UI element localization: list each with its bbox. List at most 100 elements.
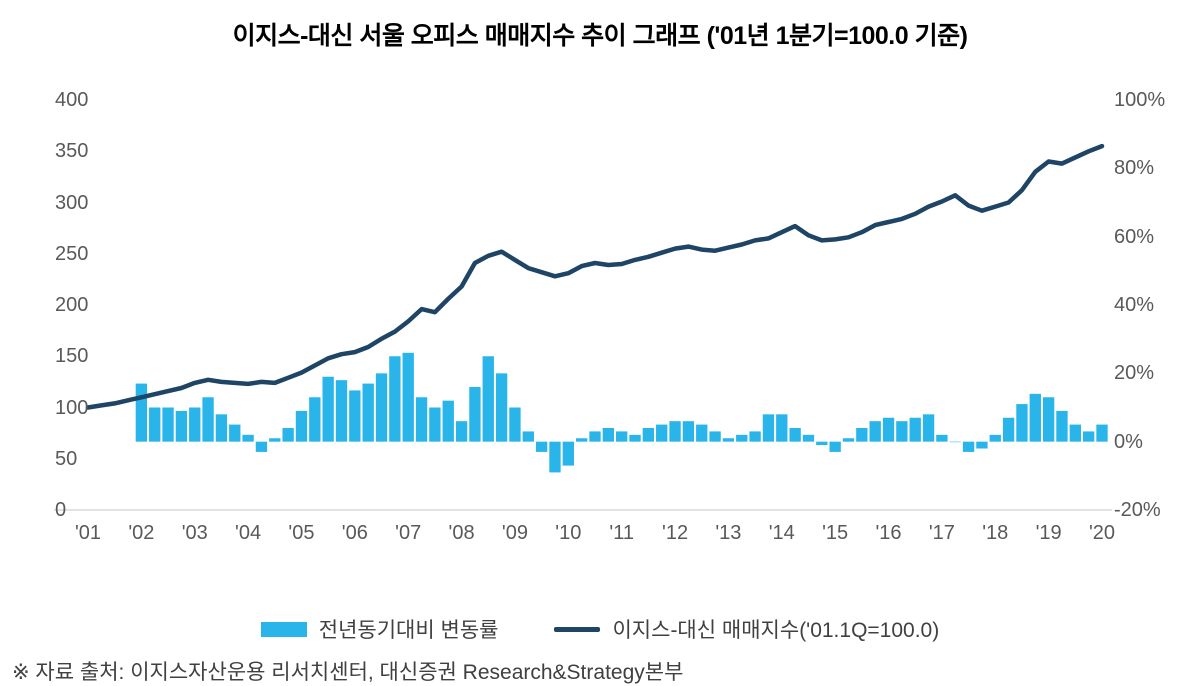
yoy-bar (242, 434, 254, 442)
yoy-bar (322, 376, 334, 442)
yoy-bar (429, 407, 441, 442)
yoy-bar (709, 431, 721, 442)
yoy-bar (135, 383, 148, 442)
x-tick: '03 (181, 522, 208, 544)
yoy-bar (816, 441, 828, 446)
yoy-bar (549, 441, 561, 473)
x-tick: '07 (395, 522, 422, 544)
yoy-bar (149, 407, 161, 442)
yoy-bar (642, 428, 655, 442)
y-right-tick: 60% (1114, 225, 1155, 248)
x-tick: '13 (715, 522, 742, 544)
source-note: ※ 자료 출처: 이지스자산운용 리서치센터, 대신증권 Research&St… (12, 661, 684, 684)
yoy-bar (575, 438, 588, 442)
x-tick: '01 (74, 522, 102, 544)
chart-title: 이지스-대신 서울 오피스 매매지수 추이 그래프 ('01년 1분기=100.… (232, 22, 968, 50)
yoy-bar (1029, 393, 1041, 442)
y-left-tick: 200 (55, 294, 89, 316)
y-right-tick: 0% (1114, 430, 1143, 453)
legend-item-bar: 전년동기대비 변동률 (260, 614, 499, 644)
yoy-bar (175, 410, 188, 442)
yoy-bar (535, 441, 548, 452)
x-tick: '09 (501, 522, 528, 544)
yoy-bar (442, 400, 454, 442)
x-tick: '16 (875, 522, 902, 544)
yoy-bar (282, 428, 294, 442)
yoy-bar (736, 434, 748, 442)
yoy-bar (455, 421, 468, 442)
yoy-bar (976, 441, 988, 449)
y-left-tick: 150 (55, 345, 89, 368)
yoy-bar (616, 431, 628, 442)
x-tick: '18 (982, 522, 1009, 544)
yoy-bar (1002, 417, 1015, 442)
y-right-tick: 80% (1114, 157, 1155, 180)
line-legend-label: 이지스-대신 매매지수('01.1Q=100.0) (612, 619, 940, 642)
y-left-tick: 250 (55, 242, 89, 265)
bar-legend-label: 전년동기대비 변동률 (318, 619, 499, 642)
y-right-tick: -20% (1114, 499, 1161, 521)
y-left-tick: 350 (55, 140, 89, 163)
x-tick: '12 (662, 522, 689, 544)
yoy-bar (749, 431, 761, 442)
yoy-bar (229, 424, 241, 442)
x-tick: '19 (1035, 522, 1062, 544)
yoy-bar (629, 434, 641, 442)
yoy-bar (882, 417, 895, 442)
yoy-bar (1056, 410, 1068, 442)
yoy-bar (1082, 431, 1095, 442)
yoy-bar (829, 441, 841, 452)
y-left-tick: 50 (55, 447, 78, 470)
legend-item-line: 이지스-대신 매매지수('01.1Q=100.0) (554, 614, 939, 644)
yoy-bar (602, 428, 615, 442)
yoy-bar (522, 431, 534, 442)
yoy-bar (776, 414, 788, 442)
yoy-bar (802, 434, 815, 442)
yoy-bar (389, 356, 401, 442)
yoy-bar (362, 383, 374, 442)
yoy-bar (1042, 397, 1055, 442)
yoy-bar (1096, 424, 1108, 442)
yoy-bar (656, 424, 668, 442)
yoy-bar (255, 441, 268, 452)
x-tick: '14 (768, 522, 795, 544)
yoy-bar (469, 387, 481, 442)
yoy-bar (682, 421, 695, 442)
x-tick: '06 (341, 522, 368, 544)
x-tick: '02 (128, 522, 155, 544)
x-tick: '17 (928, 522, 955, 544)
y-left-tick: 100 (55, 396, 89, 419)
yoy-bar (762, 414, 775, 442)
yoy-bar (269, 438, 281, 442)
yoy-bar (589, 431, 601, 442)
yoy-bar (495, 373, 508, 442)
x-tick: '15 (822, 522, 849, 544)
y-right-tick: 20% (1114, 362, 1155, 385)
yoy-bar (482, 356, 494, 442)
yoy-bar (962, 441, 975, 452)
yoy-bar (669, 421, 681, 442)
x-tick: '11 (609, 522, 634, 544)
yoy-bar (375, 373, 388, 442)
x-tick: '05 (288, 522, 315, 544)
yoy-bar (349, 390, 361, 442)
y-left-tick: 0 (55, 499, 67, 521)
yoy-bar (789, 428, 801, 442)
yoy-bar (309, 397, 321, 442)
yoy-bar (922, 414, 935, 442)
yoy-bar (909, 417, 921, 442)
yoy-bar (869, 421, 881, 442)
x-tick: '20 (1088, 522, 1116, 544)
y-right-tick: 100% (1114, 89, 1166, 111)
yoy-bar (896, 421, 908, 442)
yoy-bar (722, 438, 735, 442)
yoy-bar (1069, 424, 1081, 442)
y-left-tick: 400 (55, 89, 89, 111)
yoy-bar (949, 441, 961, 443)
yoy-bar (215, 414, 228, 442)
index-line (85, 143, 1105, 410)
yoy-bar (202, 397, 214, 442)
yoy-bar (562, 441, 574, 466)
